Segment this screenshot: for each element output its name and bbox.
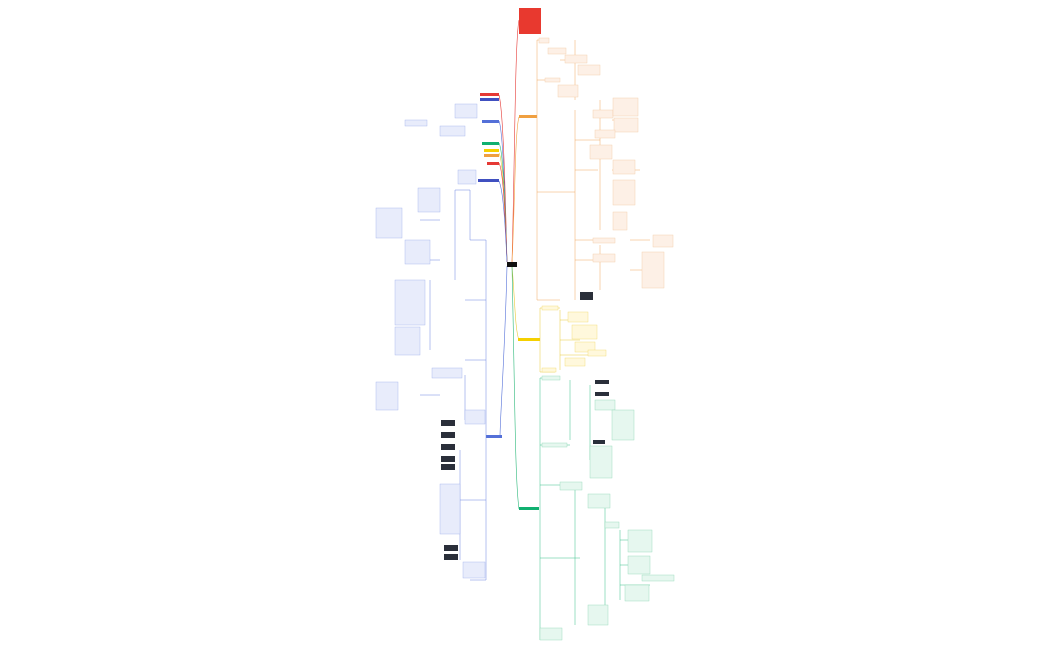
text-block [604,521,620,529]
text-block [541,305,559,311]
text-block [375,207,403,239]
text-block [439,483,461,535]
screenshot-thumbnail [580,292,593,300]
central-node [507,262,517,267]
screenshot-thumbnail [595,380,609,384]
text-block [574,341,596,353]
text-block [462,561,486,579]
text-block [564,54,588,64]
orange-branch [519,115,537,118]
connector [499,265,508,438]
text-block [594,129,616,139]
text-block [612,97,639,117]
text-block [613,117,639,133]
screenshot-thumbnail [441,420,455,426]
text-block [624,584,650,602]
main-connectors [498,19,520,510]
text-block [612,159,636,175]
connector [511,265,520,510]
screenshot-thumbnail [441,456,455,462]
text-block [375,381,399,411]
screenshot-thumbnail [593,440,605,444]
text-block [589,144,613,160]
connector [511,265,520,341]
branch [482,142,499,145]
text-block [464,409,486,425]
text-block [587,604,609,626]
text-block [431,367,463,379]
text-block [612,179,636,206]
orange-subtree [536,37,674,301]
text-block [612,211,628,231]
connector [511,19,520,264]
text-block [457,169,477,185]
blue-subtree [375,187,487,581]
text-block [594,399,616,411]
text-block [564,357,586,367]
text-block [587,349,607,357]
screenshot-thumbnail [441,432,455,438]
text-block [571,324,598,340]
branch [484,149,499,152]
text-block [627,529,653,553]
text-block [641,251,665,289]
text-block [547,47,567,55]
screenshot-thumbnail [441,464,455,470]
text-block [592,109,614,119]
text-block [544,77,561,83]
green-branch [519,507,539,510]
branch [480,93,499,96]
text-block [538,37,550,44]
blue-branch [486,435,502,438]
branch [478,179,499,182]
text-block [589,445,613,479]
text-block [641,574,675,582]
screenshot-thumbnail [444,554,458,560]
branch [482,120,499,123]
text-block [559,481,583,491]
text-block [557,84,579,98]
text-block [417,187,441,213]
text-block [394,326,421,356]
screenshot-thumbnail [444,545,458,551]
text-block [587,493,611,509]
text-block [394,279,426,326]
screenshot-thumbnail [441,444,455,450]
branch [480,98,499,101]
text-block [404,119,428,127]
text-block [627,555,651,575]
green-subtree [539,375,675,641]
text-block [541,442,568,448]
yellow-lines [539,307,590,373]
text-block [567,311,589,323]
text-block [404,239,431,265]
branch [484,154,499,157]
text-block [439,125,466,137]
left-small-branches [404,93,499,185]
yellow-branch [518,338,540,341]
text-block [541,367,557,373]
connector [511,116,520,264]
text-block [592,237,616,244]
text-block [592,253,616,263]
text-block [541,375,561,381]
text-block [652,234,674,248]
screenshot-thumbnail [595,392,609,396]
text-block [454,103,478,119]
yellow-subtree [539,305,607,373]
connector [498,180,508,263]
branch [487,162,499,165]
red-note [519,8,541,34]
text-block [539,627,563,641]
text-block [577,64,601,76]
text-block [611,409,635,441]
